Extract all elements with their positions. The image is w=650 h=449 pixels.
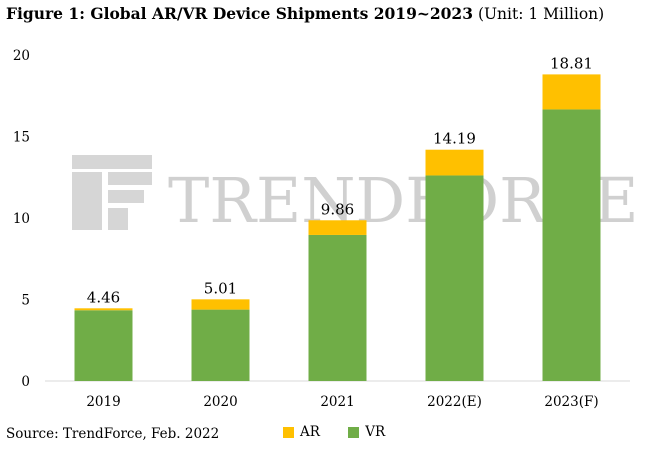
legend-swatch-vr (348, 426, 360, 438)
y-tick-label: 5 (21, 293, 30, 309)
bar-vr-4 (542, 109, 601, 381)
legend-item-vr: VR (348, 424, 385, 440)
y-tick-label: 0 (21, 374, 30, 390)
total-label-0: 4.46 (87, 288, 120, 306)
bar-vr-1 (191, 309, 250, 381)
bar-ar-4 (542, 74, 601, 110)
chart-title-main: Figure 1: Global AR/VR Device Shipments … (6, 4, 473, 23)
chart-title: Figure 1: Global AR/VR Device Shipments … (6, 4, 604, 23)
y-tick-label: 10 (13, 211, 30, 227)
legend-swatch-ar (283, 426, 294, 438)
bar-vr-3 (425, 175, 484, 381)
x-tick-label-2: 2021 (320, 394, 354, 410)
x-tick-label-1: 2020 (203, 394, 237, 410)
y-tick-label: 15 (13, 130, 30, 146)
x-tick-label-4: 2023(F) (544, 394, 598, 410)
legend-label-ar: AR (300, 424, 320, 440)
total-label-3: 14.19 (433, 130, 476, 148)
bar-ar-0 (74, 308, 133, 311)
total-label-1: 5.01 (204, 279, 237, 297)
legend-label-vr: VR (365, 424, 386, 440)
y-tick-label: 20 (13, 48, 30, 64)
x-tick-label-0: 2019 (86, 394, 120, 410)
bar-ar-1 (191, 299, 250, 310)
bar-ar-2 (308, 220, 367, 235)
legend: AR VR (283, 424, 409, 442)
total-label-2: 9.86 (321, 200, 354, 218)
total-label-4: 18.81 (550, 54, 593, 72)
source-note: Source: TrendForce, Feb. 2022 (6, 426, 220, 442)
bar-vr-0 (74, 310, 133, 381)
legend-item-ar: AR (283, 424, 320, 440)
chart-title-unit: (Unit: 1 Million) (477, 5, 605, 23)
x-tick-label-3: 2022(E) (427, 394, 482, 410)
bar-vr-2 (308, 234, 367, 381)
bar-ar-3 (425, 149, 484, 176)
